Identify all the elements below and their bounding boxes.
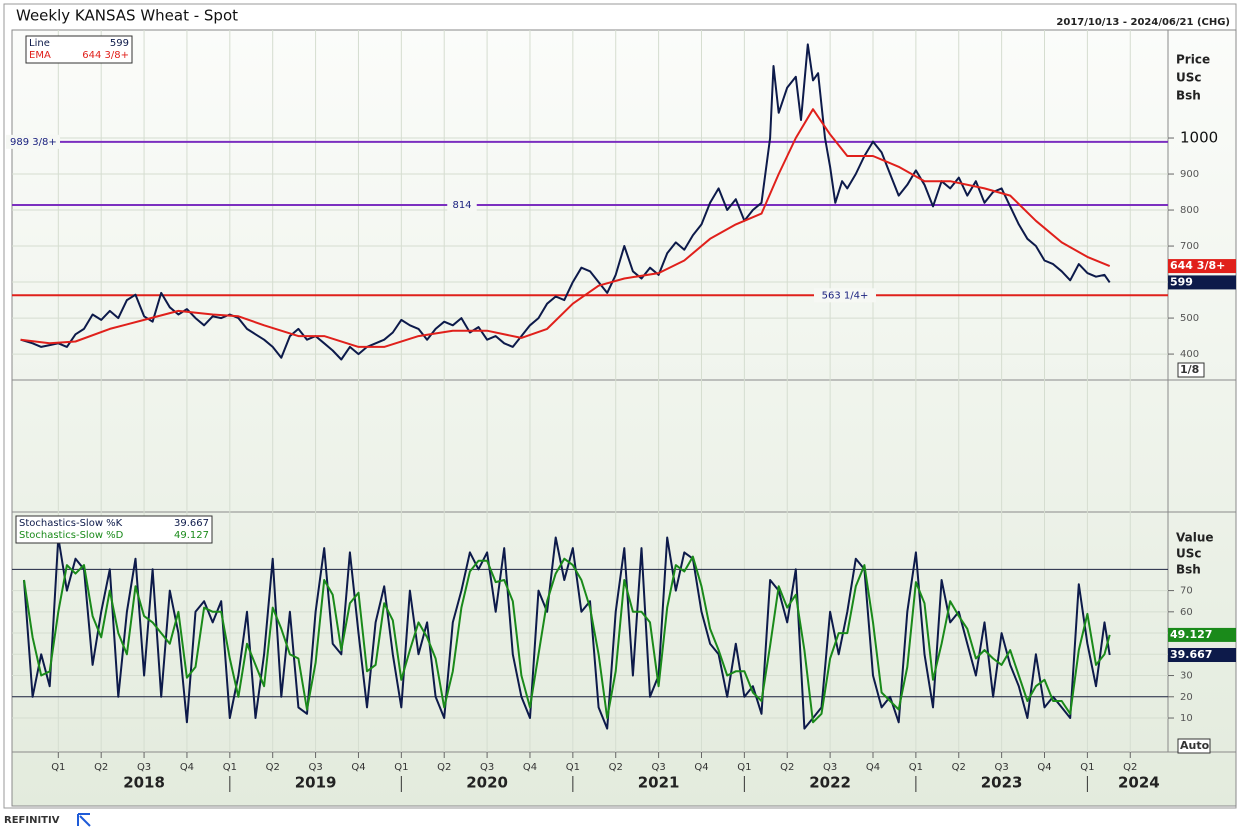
x-tick-label: Q4: [523, 762, 537, 773]
label-bg: [447, 198, 477, 212]
series-line: [20, 43, 1111, 361]
x-tick-label: Q2: [94, 762, 108, 773]
year-label: 2019: [295, 774, 337, 792]
y-tick-label: 1000: [1180, 129, 1218, 147]
reference-label: 563 1/4+: [822, 290, 869, 301]
axis-label: Bsh: [1176, 563, 1201, 577]
x-tick-label: Q2: [952, 762, 966, 773]
chart-title: Weekly KANSAS Wheat - Spot: [16, 7, 238, 25]
value-box: [1168, 275, 1236, 290]
x-tick-label: Q4: [180, 762, 194, 773]
value-box: [1168, 627, 1236, 642]
y-tick-label: 10: [1180, 713, 1193, 724]
y-tick-label: 700: [1180, 241, 1199, 252]
x-tick-label: Q2: [609, 762, 623, 773]
x-tick-label: Q1: [51, 762, 65, 773]
x-tick-label: Q3: [995, 762, 1009, 773]
value-box: [1168, 648, 1236, 663]
axis-label: Bsh: [1176, 89, 1201, 103]
legend-value: 49.127: [174, 530, 209, 541]
x-tick-label: Q2: [1123, 762, 1137, 773]
x-tick-label: Q4: [694, 762, 708, 773]
x-tick-label: Q1: [909, 762, 923, 773]
y-tick-label: 70: [1180, 586, 1193, 597]
value-box-label: 49.127: [1170, 628, 1212, 641]
x-tick-label: Q1: [737, 762, 751, 773]
year-label: 2020: [466, 774, 508, 792]
axis-label: Price: [1176, 53, 1210, 67]
x-tick-label: Q2: [437, 762, 451, 773]
year-label: 2024: [1118, 774, 1160, 792]
scale-label: Auto: [1180, 739, 1210, 752]
y-tick-label: 30: [1180, 671, 1193, 682]
legend-value: 599: [110, 38, 129, 49]
plot-area: [11, 29, 1237, 807]
legend-label: Line: [29, 38, 50, 49]
y-tick-label: 60: [1180, 607, 1193, 618]
value-box: [1168, 259, 1236, 274]
x-tick-label: Q3: [651, 762, 665, 773]
legend-value: 39.667: [174, 518, 209, 529]
y-tick-label: 900: [1180, 169, 1199, 180]
x-tick-label: Q4: [351, 762, 365, 773]
value-box-label: 644 3/8+: [1170, 259, 1225, 272]
legend: [15, 515, 213, 544]
y-tick-label: 20: [1180, 692, 1193, 703]
axis-label: USc: [1176, 71, 1202, 85]
series-line: [20, 108, 1111, 348]
reference-label: 814: [452, 200, 471, 211]
series-line: [23, 555, 1111, 724]
x-tick-label: Q3: [480, 762, 494, 773]
axis-label: USc: [1176, 547, 1202, 561]
legend-label: Stochastics-Slow %D: [19, 530, 124, 541]
x-tick-label: Q1: [223, 762, 237, 773]
scale-label: 1/8: [1180, 363, 1199, 376]
label-bg: [814, 288, 876, 303]
reference-label: 989 3/8+: [10, 137, 57, 148]
label-bg: [6, 134, 60, 149]
x-tick-label: Q3: [308, 762, 322, 773]
x-tick-label: Q3: [137, 762, 151, 773]
year-label: 2022: [809, 774, 851, 792]
date-range: 2017/10/13 - 2024/06/21 (CHG): [1056, 17, 1230, 28]
year-label: 2023: [981, 774, 1023, 792]
y-tick-label: 400: [1180, 349, 1199, 360]
x-tick-label: Q1: [566, 762, 580, 773]
layer: Q1 Q2 Q3 Q4 Q1 Q2 Q3 Q4 Q1 Q2 Q3 Q4 Q1 Q2 Q3 Q4 Q1 Q2 Q3 Q4…: [6, 30, 1236, 792]
value-box-label: 599: [1170, 275, 1193, 288]
year-label: 2021: [638, 774, 680, 792]
x-tick-label: Q4: [866, 762, 880, 773]
x-tick-label: Q2: [780, 762, 794, 773]
legend-label: Stochastics-Slow %K: [19, 518, 123, 529]
x-tick-label: Q1: [1080, 762, 1094, 773]
x-tick-label: Q4: [1037, 762, 1051, 773]
y-tick-label: 500: [1180, 313, 1199, 324]
axis-label: Value: [1176, 531, 1214, 545]
brand-icon: [77, 813, 91, 827]
legend-label: EMA: [29, 50, 51, 61]
x-tick-label: Q3: [823, 762, 837, 773]
scale-box: [1177, 362, 1205, 378]
value-box-label: 39.667: [1170, 648, 1212, 661]
x-tick-label: Q1: [394, 762, 408, 773]
legend-value: 644 3/8+: [82, 50, 129, 61]
x-tick-label: Q2: [266, 762, 280, 773]
legend: [25, 35, 133, 64]
year-label: 2018: [123, 774, 165, 792]
y-tick-label: 800: [1180, 205, 1199, 216]
brand: REFINITIV: [4, 815, 60, 826]
series-line: [23, 536, 1111, 730]
scale-box: [1177, 738, 1211, 754]
